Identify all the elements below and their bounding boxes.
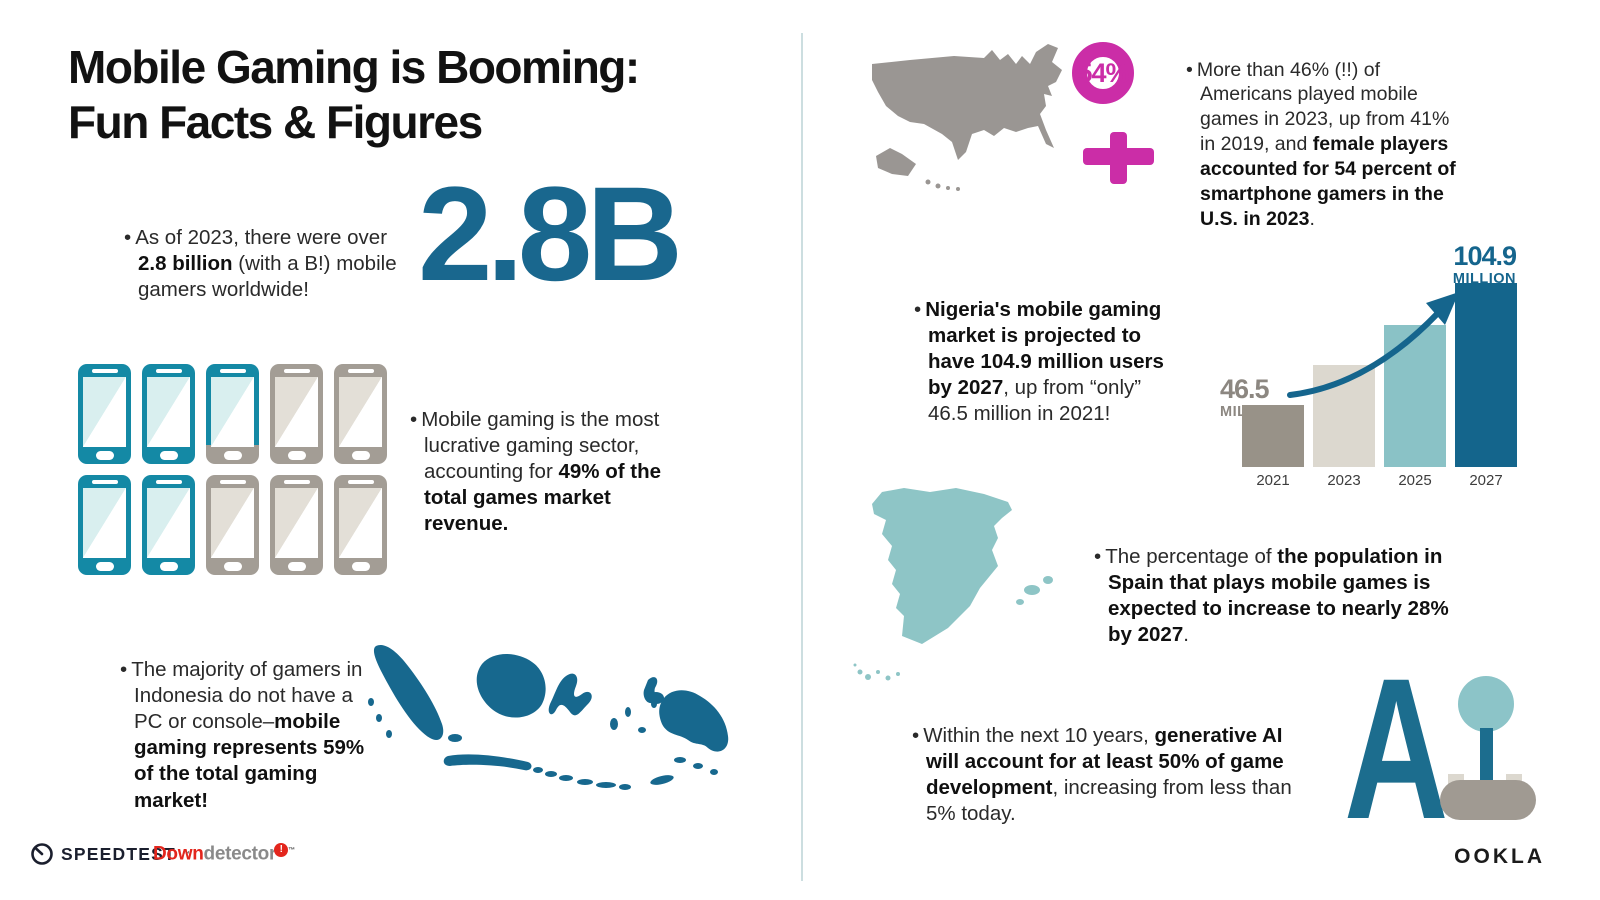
phone-icon [206,364,259,464]
fact-ai: • Within the next 10 years, generative AI… [912,723,1312,828]
trademark: ™ [288,847,295,854]
fact-text-bold: female players accounted for 54 percent … [1200,133,1456,231]
bullet: • [1094,544,1102,568]
fact-text-bold: 2.8 billion [138,251,233,275]
ai-joystick-graphic: A [1336,636,1546,862]
joystick-button-icon [1448,774,1464,784]
fact-text: . [1309,208,1315,231]
fact-text: The percentage of [1105,544,1278,568]
fact-nigeria: • Nigeria's mobile gaming market is proje… [914,297,1178,428]
bullet: • [914,297,922,321]
female-symbol-arm [1083,148,1154,165]
fact-text: As of 2023, there were over [135,225,388,249]
ai-letter-a: A [1344,636,1449,862]
chart-start-label: 46.5 MILLION [1220,376,1283,420]
bullet: • [410,407,418,431]
phone-icon [78,475,131,575]
joystick-ball-icon [1458,676,1514,732]
phone-icon [206,475,259,575]
phone-grid [78,364,387,575]
bar-2027 [1455,283,1517,467]
big-stat-2-8b: 2.8B [418,160,683,309]
axis-label-2027: 2027 [1469,472,1503,489]
fact-text-bold: Nigeria's mobile gaming market is projec… [925,297,1164,400]
fact-text: , up from “only” 46.5 million in 2021! [928,376,1142,426]
fact-us: • More than 46% (!!) of Americans played … [1186,58,1468,233]
indonesia-map-icon [368,644,729,790]
divider-line [801,33,803,881]
fact-text-bold: mobile gaming represents 59% of the tota… [134,709,365,812]
phone-icon [270,475,323,575]
fact-spain: • The percentage of the population in Spa… [1094,544,1466,649]
downdetector-logo: Downdetector! ™ [153,843,295,865]
chart-end-unit: MILLION [1452,271,1516,287]
fact-gamers: • As of 2023, there were over 2.8 billion… [124,225,410,304]
female-symbol-icon: 54% [1072,42,1172,192]
fact-text-bold: the population in Spain that plays mobil… [1108,544,1449,647]
fact-indonesia: • The majority of gamers in Indonesia do … [120,657,368,814]
chart-end-label: 104.9 MILLION [1452,241,1517,287]
spain-map-icon [853,488,1053,681]
chart-end-value: 104.9 [1453,241,1517,271]
fact-text: Within the next 10 years, [923,723,1155,747]
bar-2021 [1242,405,1304,467]
fact-text: The majority of gamers in Indonesia do n… [131,657,363,733]
growth-arrow-icon [1287,292,1459,398]
downdetector-detector: detector [203,843,277,865]
bullet: • [124,225,132,249]
speedtest-wordmark: SPEEDTEST [61,843,176,864]
fact-text: , increasing from less than 5% today. [926,775,1292,826]
fact-revenue: • Mobile gaming is the most lucrative gam… [410,407,672,538]
axis-label-2021: 2021 [1256,472,1290,489]
phone-icon [270,364,323,464]
fact-text: (with a B!) mobile gamers worldwide! [138,251,397,301]
phone-icon [142,364,195,464]
chart-start-value: 46.5 [1220,374,1270,404]
phone-icon [142,475,195,575]
axis-label-2023: 2023 [1327,472,1361,489]
bullet: • [120,657,128,681]
joystick-stick-icon [1480,728,1493,784]
trademark: ™ [182,850,192,858]
fact-text-bold: generative AI will account for at least … [926,723,1284,799]
phone-icon [334,475,387,575]
ookla-logo: OOKLA [1454,845,1545,868]
bullet: • [1186,58,1193,81]
axis-label-2025: 2025 [1398,472,1432,489]
page-title: Mobile Gaming is Booming: Fun Facts & Fi… [68,40,640,150]
speedtest-gauge-icon [31,843,53,865]
nigeria-users-bar-chart: 46.5 MILLION 104.9 MILLION 2021202320252… [1218,243,1518,495]
joystick-base-icon [1440,780,1536,820]
joystick-button-icon [1506,774,1522,784]
phone-icon [334,364,387,464]
fact-text: . [1183,623,1189,647]
downdetector-badge-icon: ! [274,843,289,857]
fact-text: Mobile gaming is the most lucrative gami… [421,407,660,483]
us-map-icon [872,44,1062,191]
speedtest-logo: SPEEDTEST ™ [30,842,191,866]
title-line-2: Fun Facts & Figures [68,96,483,149]
female-symbol-badge: 54% [1072,42,1134,104]
fact-text: More than 46% (!!) of Americans played m… [1196,58,1450,156]
title-line-1: Mobile Gaming is Booming: [68,41,640,93]
fact-text-bold: 49% of the total games market revenue. [424,459,662,536]
bullet: • [912,723,920,747]
chart-years: 2021 2023 2025 2027 [1242,472,1517,489]
chart-bars [1242,283,1517,467]
phone-icon [78,364,131,464]
downdetector-down: Down [153,843,204,865]
